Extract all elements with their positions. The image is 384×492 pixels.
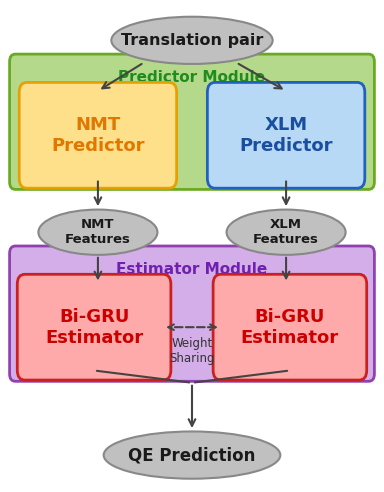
Text: Translation pair: Translation pair [121,33,263,48]
Text: Predictor Module: Predictor Module [119,70,265,85]
Text: Bi-GRU
Estimator: Bi-GRU Estimator [241,308,339,346]
Text: Bi-GRU
Estimator: Bi-GRU Estimator [45,308,143,346]
Text: XLM
Features: XLM Features [253,218,319,246]
FancyBboxPatch shape [207,82,365,188]
Text: Estimator Module: Estimator Module [116,262,268,277]
FancyBboxPatch shape [10,246,374,381]
FancyBboxPatch shape [213,274,367,380]
Ellipse shape [111,17,273,64]
FancyBboxPatch shape [17,274,171,380]
Ellipse shape [38,210,157,255]
Ellipse shape [227,210,346,255]
FancyBboxPatch shape [19,82,177,188]
FancyBboxPatch shape [10,54,374,189]
Text: NMT
Predictor: NMT Predictor [51,116,145,154]
Ellipse shape [104,431,280,479]
Text: NMT
Features: NMT Features [65,218,131,246]
Text: QE Prediction: QE Prediction [128,446,256,464]
Text: XLM
Predictor: XLM Predictor [239,116,333,154]
Text: Weight
Sharing: Weight Sharing [169,337,215,365]
